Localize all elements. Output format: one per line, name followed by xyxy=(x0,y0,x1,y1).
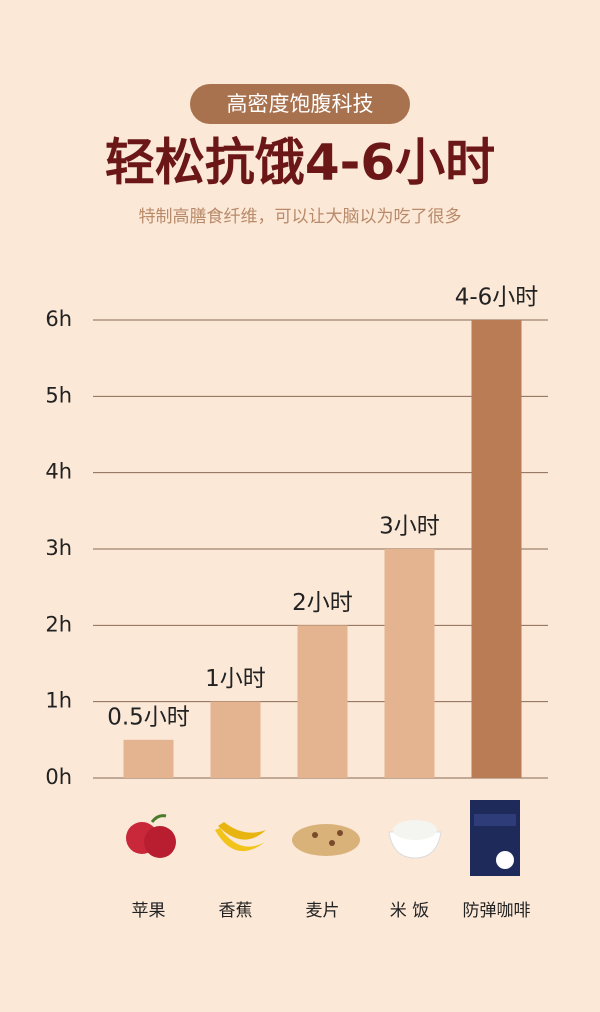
y-tick-label: 1h xyxy=(45,689,72,713)
banana-icon xyxy=(215,822,266,852)
badge: 高密度饱腹科技 xyxy=(227,92,374,116)
bar xyxy=(384,549,435,778)
value-label: 0.5小时 xyxy=(107,704,190,730)
x-tick-label: 麦片 xyxy=(306,901,340,921)
x-tick-label: 防弹咖啡 xyxy=(463,901,531,921)
subtitle: 特制高膳食纤维，可以让大脑以为吃了很多 xyxy=(139,207,462,227)
y-tick-label: 4h xyxy=(45,460,72,484)
y-tick-label: 6h xyxy=(45,307,72,331)
oats-icon xyxy=(292,824,360,856)
value-label: 3小时 xyxy=(379,514,440,540)
apple-icon xyxy=(126,814,176,858)
x-tick-label: 苹果 xyxy=(132,901,166,921)
bar xyxy=(123,739,174,778)
coffee-box-icon xyxy=(470,800,520,876)
value-label: 1小时 xyxy=(205,666,266,692)
rice-icon xyxy=(388,820,442,859)
chart-title: 轻松抗饿4-6小时 xyxy=(105,134,495,192)
bar xyxy=(297,625,348,778)
y-tick-label: 0h xyxy=(45,765,72,789)
y-tick-label: 2h xyxy=(45,612,72,636)
value-label: 2小时 xyxy=(292,590,353,616)
badge-bg xyxy=(190,84,410,124)
bar xyxy=(471,320,522,778)
value-label: 4-6小时 xyxy=(455,285,539,311)
x-tick-label: 米 饭 xyxy=(390,901,429,921)
y-tick-label: 3h xyxy=(45,536,72,560)
y-tick-label: 5h xyxy=(45,383,72,407)
x-tick-label: 香蕉 xyxy=(219,901,253,921)
bar xyxy=(210,701,261,778)
